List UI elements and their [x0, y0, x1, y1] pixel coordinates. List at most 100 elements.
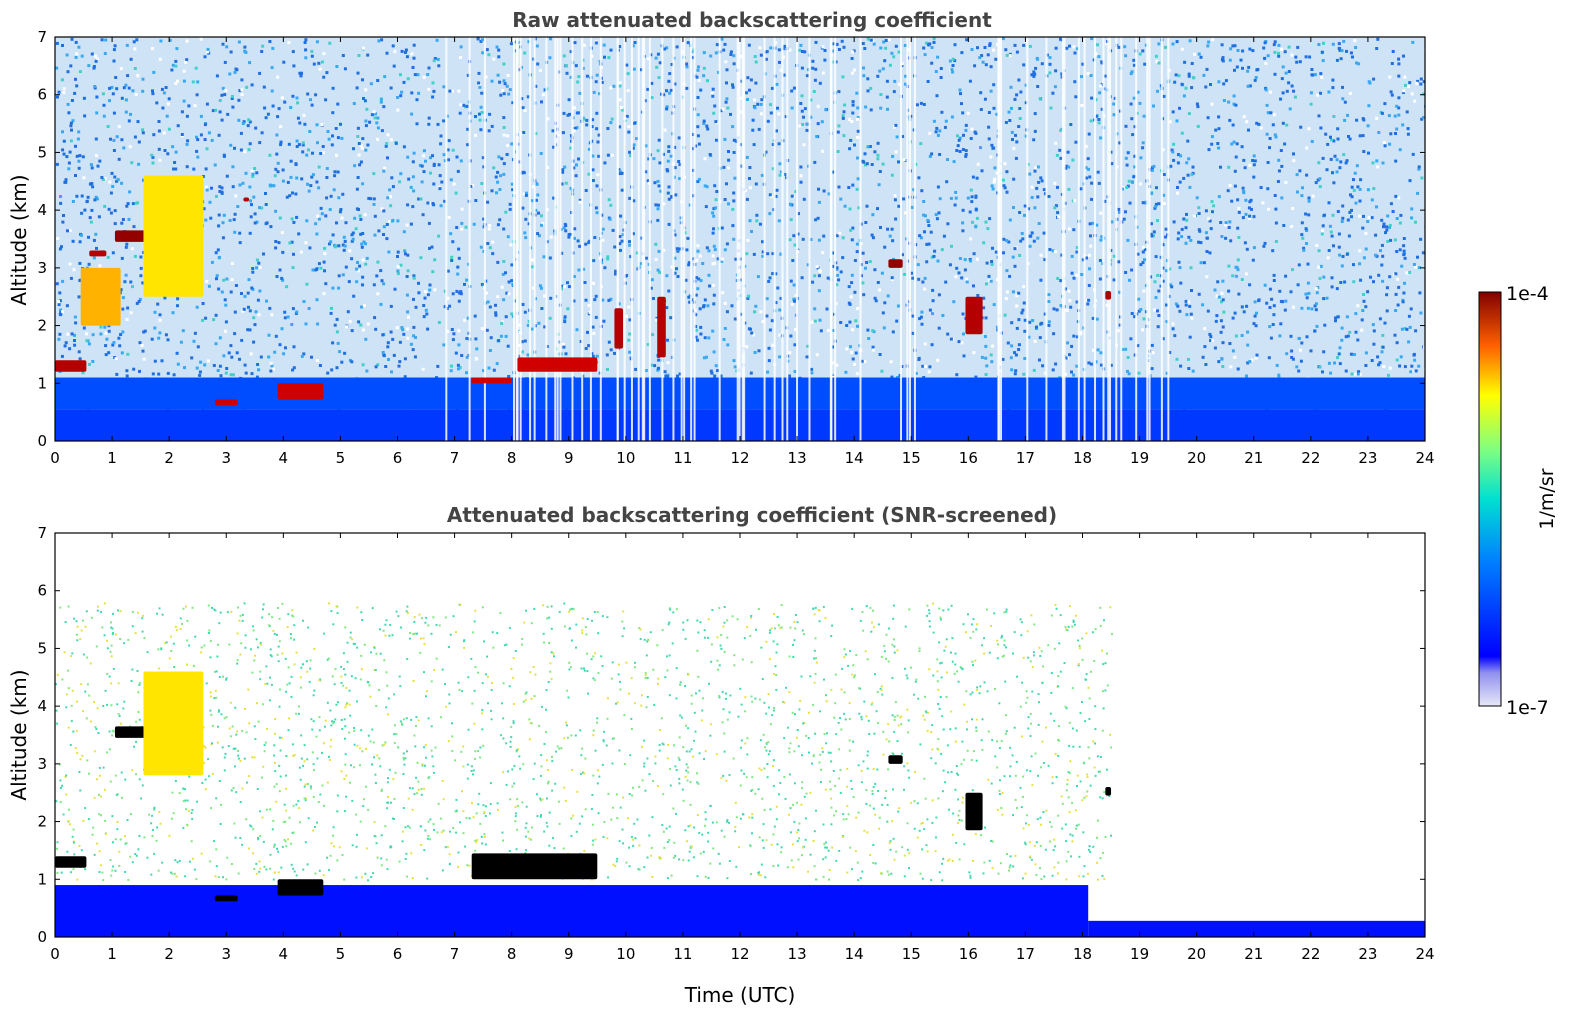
x-tick-label: 18 [1073, 945, 1092, 963]
profile-gap [1094, 37, 1097, 441]
y-axis-label: Altitude (km) [7, 669, 31, 800]
y-tick-label: 3 [37, 259, 47, 277]
y-tick-label: 1 [37, 374, 47, 392]
cloud-feature [471, 377, 512, 384]
cloud-feature [471, 853, 598, 880]
colorbar-min-label: 1e-7 [1506, 697, 1549, 719]
profile-gap [556, 37, 559, 441]
profile-gap [834, 37, 837, 441]
x-tick-label: 20 [1187, 449, 1206, 467]
profile-gap [1148, 37, 1151, 441]
profile-gap [483, 37, 486, 441]
x-tick-label: 24 [1415, 945, 1434, 963]
profile-gap [630, 37, 633, 441]
profile-gap [829, 37, 832, 441]
x-tick-label: 1 [107, 449, 117, 467]
cloud-feature [55, 856, 87, 868]
y-tick-label: 4 [37, 697, 47, 715]
x-tick-label: 13 [788, 945, 807, 963]
cloud-feature [517, 357, 598, 372]
y-tick-label: 5 [37, 639, 47, 657]
profile-gap [906, 37, 909, 441]
colorbar-max-label: 1e-4 [1506, 283, 1549, 305]
x-tick-label: 16 [959, 945, 978, 963]
profile-gap [1102, 37, 1105, 441]
y-tick-label: 0 [37, 432, 47, 450]
x-tick-label: 21 [1244, 945, 1263, 963]
profile-gap [643, 37, 646, 441]
x-tick-label: 8 [507, 449, 517, 467]
profile-gap [808, 37, 811, 441]
x-tick-label: 10 [616, 449, 635, 467]
profile-gap [743, 37, 746, 441]
cloud-feature [243, 197, 250, 202]
x-axis: 0 1 2 3 4 5 6 7 8 9 10 11 12 13 14 15 16 17 18 19 20 21 22 23 24 [50, 533, 1435, 963]
x-tick-label: 14 [845, 449, 864, 467]
profile-gap [1146, 37, 1149, 441]
screened-backscatter-panel: Attenuated backscattering coefficient (S… [7, 503, 1435, 1007]
x-tick-label: 0 [50, 449, 60, 467]
profile-gap [554, 37, 557, 441]
heatmap-cells [55, 533, 1425, 937]
x-tick-label: 4 [279, 945, 289, 963]
y-tick-label: 2 [37, 813, 47, 831]
profile-gap [738, 37, 741, 441]
profile-gap [589, 37, 592, 441]
x-tick-label: 3 [221, 449, 231, 467]
x-tick-label: 0 [50, 945, 60, 963]
y-tick-label: 7 [37, 524, 47, 542]
profile-gap [736, 37, 739, 441]
x-axis: 0 1 2 3 4 5 6 7 8 9 10 11 12 13 14 15 16 17 18 19 20 21 22 23 24 [50, 37, 1435, 467]
profile-gap [680, 37, 683, 441]
x-tick-label: 18 [1073, 449, 1092, 467]
raw-backscatter-panel: Raw attenuated backscattering coefficien… [7, 8, 1435, 467]
profile-gap [672, 37, 675, 441]
x-tick-label: 13 [788, 449, 807, 467]
profile-gap [1000, 37, 1003, 441]
x-tick-label: 10 [616, 945, 635, 963]
profile-gap [900, 37, 903, 441]
profile-gap [519, 37, 522, 441]
profile-gap [616, 37, 619, 441]
y-axis: 0 1 2 3 4 5 6 7 [37, 28, 1425, 450]
cloud-feature [965, 792, 983, 831]
profile-gap [637, 37, 640, 441]
profile-gap [913, 37, 916, 441]
y-tick-label: 3 [37, 755, 47, 773]
profile-gap [997, 37, 1000, 441]
profile-gap [741, 37, 744, 441]
profile-gap [693, 37, 696, 441]
x-tick-label: 12 [730, 945, 749, 963]
y-tick-label: 6 [37, 582, 47, 600]
profile-gap [1107, 37, 1110, 441]
profile-gap [1109, 37, 1112, 441]
profile-gap [1135, 37, 1138, 441]
profile-gap [1167, 37, 1170, 441]
x-tick-label: 17 [1016, 449, 1035, 467]
profile-gap [533, 37, 536, 441]
x-tick-label: 12 [730, 449, 749, 467]
x-tick-label: 5 [336, 945, 346, 963]
profile-gap [1160, 37, 1163, 441]
cloud-feature [143, 175, 204, 297]
profile-gap [581, 37, 584, 441]
x-tick-label: 8 [507, 945, 517, 963]
x-tick-label: 3 [221, 945, 231, 963]
heatmap-area [55, 37, 1425, 441]
profile-gap [1083, 37, 1086, 441]
x-tick-label: 9 [564, 945, 574, 963]
x-tick-label: 9 [564, 449, 574, 467]
profile-gap [908, 37, 911, 441]
profile-gap [859, 37, 862, 441]
y-tick-label: 5 [37, 143, 47, 161]
x-tick-label: 1 [107, 945, 117, 963]
y-tick-label: 2 [37, 317, 47, 335]
profile-gap [1077, 37, 1080, 441]
profile-gap [641, 37, 644, 441]
cloud-feature [80, 267, 121, 326]
x-tick-label: 24 [1415, 449, 1434, 467]
cloud-feature [614, 308, 623, 349]
x-tick-label: 6 [393, 449, 403, 467]
cloud-feature [277, 383, 324, 400]
